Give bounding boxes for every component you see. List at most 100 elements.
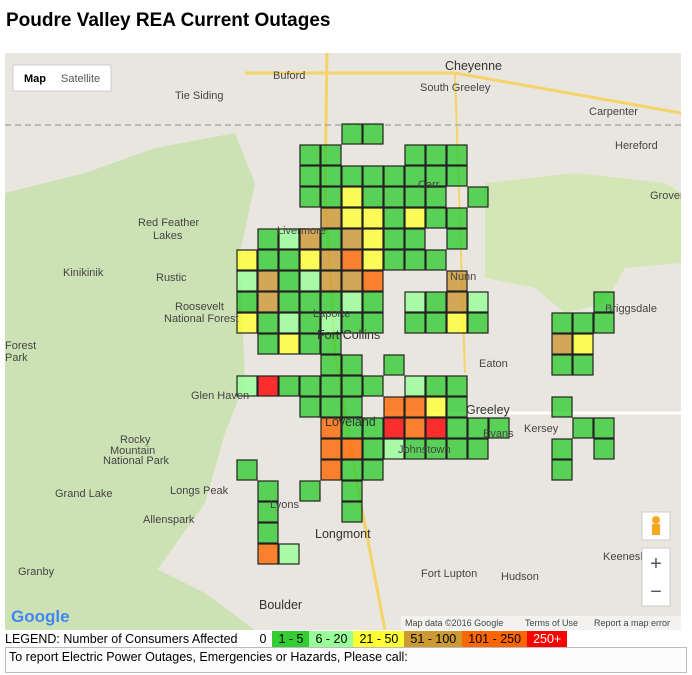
outage-cell <box>320 207 342 229</box>
place-label: Briggsdale <box>605 303 657 315</box>
legend-item: 21 - 50 <box>353 631 405 647</box>
outage-cell <box>446 312 468 334</box>
outage-cell <box>299 186 321 208</box>
outage-cell <box>404 186 426 208</box>
outage-cell <box>362 249 384 271</box>
outage-cell <box>341 165 363 187</box>
outage-cell <box>278 228 300 250</box>
outage-cell <box>404 144 426 166</box>
place-label: Buford <box>273 70 305 82</box>
outage-cell <box>404 165 426 187</box>
place-label: Rocky <box>120 434 151 446</box>
outage-cell <box>446 144 468 166</box>
place-label: Kinikinik <box>63 267 104 279</box>
outage-cell <box>341 438 363 460</box>
place-label: South Greeley <box>420 82 491 94</box>
satellite-button[interactable]: Satellite <box>61 73 100 85</box>
outage-cell <box>551 312 573 334</box>
place-label: Roosevelt <box>175 301 224 313</box>
outage-cell <box>572 417 594 439</box>
outage-cell <box>383 165 405 187</box>
place-label: Grover <box>650 190 681 202</box>
outage-cell <box>320 312 342 334</box>
legend-item: 51 - 100 <box>404 631 463 647</box>
outage-cell <box>299 375 321 397</box>
report-link[interactable]: Report a map error <box>594 618 670 628</box>
outage-cell <box>341 375 363 397</box>
outage-cell <box>425 291 447 313</box>
outage-cell <box>341 249 363 271</box>
outage-cell <box>341 123 363 145</box>
outage-cell <box>425 375 447 397</box>
place-label: Fort Lupton <box>421 568 477 580</box>
legend-item: 6 - 20 <box>309 631 354 647</box>
place-label: Longs Peak <box>170 485 229 497</box>
outage-cell <box>551 459 573 481</box>
place-label: National Park <box>103 455 170 467</box>
outage-cell <box>236 249 258 271</box>
zoom-out[interactable]: − <box>650 581 662 603</box>
outage-cell <box>404 312 426 334</box>
outage-cell <box>362 375 384 397</box>
outage-cell <box>320 354 342 376</box>
outage-cell <box>362 312 384 334</box>
outage-cell <box>446 291 468 313</box>
outage-cell <box>362 459 384 481</box>
outage-cell <box>404 396 426 418</box>
zoom-in[interactable]: + <box>650 553 662 575</box>
outage-cell <box>362 228 384 250</box>
terms-link[interactable]: Terms of Use <box>525 618 578 628</box>
outage-cell <box>320 396 342 418</box>
outage-cell <box>341 501 363 523</box>
outage-cell <box>383 417 405 439</box>
outage-cell <box>593 417 615 439</box>
legend-item: 101 - 250 <box>462 631 528 647</box>
place-label: Forest <box>5 340 36 352</box>
place-label: Granby <box>18 566 55 578</box>
outage-cell <box>299 480 321 502</box>
place-label: Carpenter <box>589 106 638 118</box>
outage-cell <box>404 291 426 313</box>
outage-cell <box>425 207 447 229</box>
outage-cell <box>362 438 384 460</box>
outage-cell <box>425 165 447 187</box>
legend-label: LEGEND: Number of Consumers Affected <box>5 632 238 646</box>
place-label: Lakes <box>153 230 183 242</box>
outage-cell <box>299 165 321 187</box>
place-label: Cheyenne <box>445 59 502 73</box>
footer: To report Electric Power Outages, Emerge… <box>5 647 687 673</box>
outage-cell <box>320 333 342 355</box>
outage-cell <box>404 375 426 397</box>
place-label: National Forest <box>164 313 239 325</box>
outage-cell <box>404 249 426 271</box>
place-label: Carr <box>418 179 440 191</box>
outage-cell <box>446 417 468 439</box>
outage-cell <box>236 312 258 334</box>
outage-cell <box>404 417 426 439</box>
place-label: Rustic <box>156 272 187 284</box>
outage-cell <box>362 123 384 145</box>
outage-cell <box>425 186 447 208</box>
outage-cell <box>278 249 300 271</box>
outage-cell <box>446 438 468 460</box>
outage-cell <box>257 312 279 334</box>
google-logo: Google <box>11 607 70 626</box>
map-button[interactable]: Map <box>24 73 46 85</box>
outage-cell <box>299 270 321 292</box>
outage-cell <box>341 207 363 229</box>
outage-cell <box>425 144 447 166</box>
outage-cell <box>446 375 468 397</box>
outage-cell <box>236 291 258 313</box>
place-label: Park <box>5 352 28 364</box>
outage-cell <box>236 459 258 481</box>
outage-cell <box>383 249 405 271</box>
outage-cell <box>383 396 405 418</box>
place-label: Red Feather <box>138 217 199 229</box>
place-label: Mountain <box>110 445 155 457</box>
place-label: Loveland <box>325 415 376 429</box>
outage-cell <box>551 354 573 376</box>
outage-cell <box>278 333 300 355</box>
place-label: Hereford <box>615 140 658 152</box>
outage-cell <box>593 291 615 313</box>
zoom-control <box>641 547 671 607</box>
